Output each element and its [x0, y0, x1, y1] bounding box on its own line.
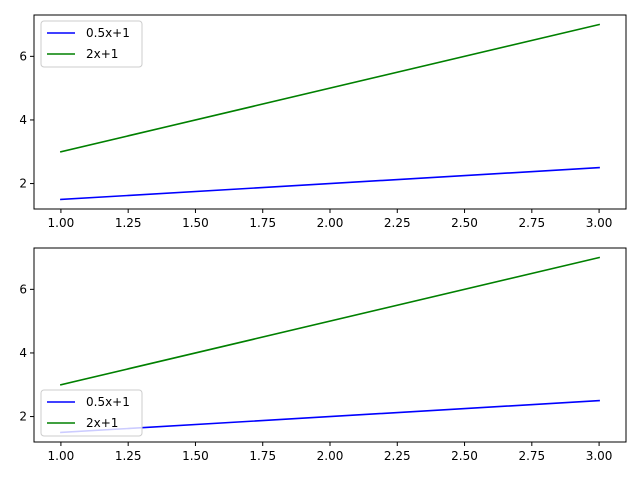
- x-tick-label: 1.25: [115, 449, 142, 463]
- legend-label: 0.5x+1: [86, 26, 130, 40]
- legend: 0.5x+1 2x+1: [40, 20, 143, 68]
- x-tick-label: 2.25: [384, 449, 411, 463]
- x-tick-label: 2.50: [451, 449, 478, 463]
- x-tick-label: 2.75: [518, 449, 545, 463]
- x-tick-label: 1.75: [249, 216, 276, 230]
- x-tick-label: 2.75: [518, 216, 545, 230]
- subplot-2: 1.00 1.25 1.50 1.75 2.00 2.25 2.50 2.75 3.00 2 4 6 0…: [19, 247, 627, 463]
- y-tick-label: 2: [19, 177, 27, 191]
- subplot-1: 1.00 1.25 1.50 1.75 2.00 2.25 2.50 2.75 3.002460…: [19, 14, 627, 230]
- x-tick-label: 2.25: [384, 216, 411, 230]
- y-tick-label: 6: [19, 282, 27, 296]
- x-tick-label: 1.75: [249, 449, 276, 463]
- x-tick-label: 1.00: [48, 216, 75, 230]
- y-tick-label: 6: [19, 49, 27, 63]
- x-tick-label: 3.00: [586, 449, 613, 463]
- x-tick-label: 1.50: [182, 449, 209, 463]
- legend-label: 2x+1: [86, 47, 118, 61]
- x-tick-label: 1.25: [115, 216, 142, 230]
- x-tick-label: 1.50: [182, 216, 209, 230]
- series-line: [59, 256, 601, 386]
- series-line: [60, 166, 600, 201]
- x-tick-label: 2.50: [451, 216, 478, 230]
- y-tick-label: 4: [19, 113, 27, 127]
- y-tick-label: 2: [19, 410, 27, 424]
- legend-label: 2x+1: [86, 416, 118, 430]
- legend-label: 0.5x+1: [86, 395, 130, 409]
- series-line: [59, 23, 601, 153]
- x-tick-label: 2.00: [317, 216, 344, 230]
- y-tick-label: 4: [19, 346, 27, 360]
- x-tick-label: 1.00: [48, 449, 75, 463]
- x-tick-label: 3.00: [586, 216, 613, 230]
- series-line: [60, 399, 600, 434]
- legend: 0.5x+1 2x+1: [40, 389, 143, 437]
- x-tick-label: 2.00: [317, 449, 344, 463]
